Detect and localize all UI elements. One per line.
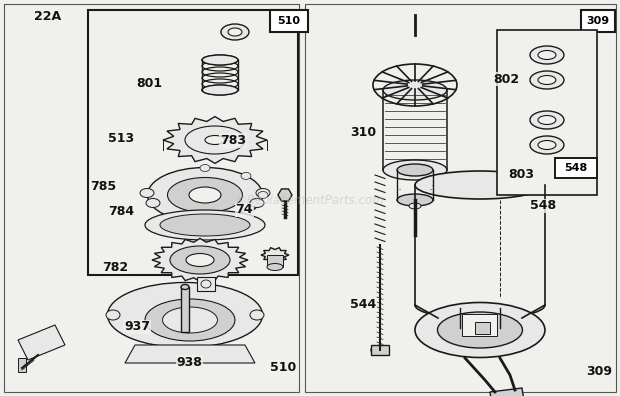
Ellipse shape xyxy=(256,188,270,198)
Ellipse shape xyxy=(205,135,225,145)
Ellipse shape xyxy=(438,312,523,348)
Ellipse shape xyxy=(371,345,389,354)
Ellipse shape xyxy=(145,299,235,341)
Ellipse shape xyxy=(397,164,433,176)
Ellipse shape xyxy=(145,210,265,240)
Text: 544: 544 xyxy=(350,299,376,311)
Ellipse shape xyxy=(170,246,230,274)
Ellipse shape xyxy=(160,214,250,236)
Text: 309: 309 xyxy=(587,16,609,26)
Ellipse shape xyxy=(189,187,221,203)
Text: 938: 938 xyxy=(177,356,203,369)
FancyBboxPatch shape xyxy=(197,277,215,291)
Ellipse shape xyxy=(228,28,242,36)
Text: 510: 510 xyxy=(270,361,296,374)
Ellipse shape xyxy=(530,136,564,154)
Ellipse shape xyxy=(140,188,154,198)
FancyBboxPatch shape xyxy=(497,30,597,195)
Ellipse shape xyxy=(162,307,218,333)
Ellipse shape xyxy=(148,168,262,223)
FancyBboxPatch shape xyxy=(555,158,597,178)
Polygon shape xyxy=(163,116,267,164)
Ellipse shape xyxy=(202,55,238,65)
Ellipse shape xyxy=(538,116,556,124)
Ellipse shape xyxy=(200,219,210,225)
Text: 801: 801 xyxy=(136,77,162,89)
Text: 310: 310 xyxy=(350,126,376,139)
FancyBboxPatch shape xyxy=(581,10,615,32)
Ellipse shape xyxy=(250,310,264,320)
Ellipse shape xyxy=(383,80,447,100)
Polygon shape xyxy=(18,325,65,360)
Text: 548: 548 xyxy=(564,163,588,173)
FancyBboxPatch shape xyxy=(475,322,490,334)
Text: 309: 309 xyxy=(587,365,613,378)
FancyBboxPatch shape xyxy=(88,10,298,275)
Text: 22A: 22A xyxy=(34,10,61,23)
Ellipse shape xyxy=(538,141,556,150)
Text: 783: 783 xyxy=(220,134,246,147)
Ellipse shape xyxy=(167,177,242,213)
Text: 782: 782 xyxy=(102,261,128,274)
Ellipse shape xyxy=(106,310,120,320)
Ellipse shape xyxy=(530,46,564,64)
Ellipse shape xyxy=(415,171,545,199)
Ellipse shape xyxy=(241,172,251,179)
Ellipse shape xyxy=(202,85,238,95)
Polygon shape xyxy=(490,388,525,396)
Polygon shape xyxy=(278,189,292,201)
Ellipse shape xyxy=(530,111,564,129)
FancyBboxPatch shape xyxy=(371,345,389,355)
Text: 548: 548 xyxy=(530,200,556,212)
FancyBboxPatch shape xyxy=(270,10,308,32)
Text: 784: 784 xyxy=(108,206,135,218)
Text: 937: 937 xyxy=(124,320,150,333)
Ellipse shape xyxy=(397,194,433,206)
Ellipse shape xyxy=(250,198,264,208)
Ellipse shape xyxy=(201,280,211,288)
FancyBboxPatch shape xyxy=(462,314,497,336)
Ellipse shape xyxy=(530,71,564,89)
FancyBboxPatch shape xyxy=(181,287,189,332)
Ellipse shape xyxy=(409,203,421,209)
Text: 510: 510 xyxy=(278,16,301,26)
Ellipse shape xyxy=(407,81,423,89)
Ellipse shape xyxy=(107,282,262,348)
Text: 513: 513 xyxy=(108,132,135,145)
Ellipse shape xyxy=(200,164,210,171)
Polygon shape xyxy=(261,248,289,262)
Text: 802: 802 xyxy=(493,73,519,86)
Text: ©ReplacementParts.com: ©ReplacementParts.com xyxy=(236,194,384,206)
Ellipse shape xyxy=(383,160,447,180)
FancyBboxPatch shape xyxy=(4,4,299,392)
Ellipse shape xyxy=(258,192,268,198)
Ellipse shape xyxy=(146,198,160,208)
Ellipse shape xyxy=(186,253,214,267)
FancyBboxPatch shape xyxy=(18,358,26,372)
Text: 803: 803 xyxy=(508,168,534,181)
Ellipse shape xyxy=(181,284,189,289)
Ellipse shape xyxy=(185,126,245,154)
Polygon shape xyxy=(152,238,248,282)
Ellipse shape xyxy=(221,24,249,40)
Ellipse shape xyxy=(415,303,545,358)
FancyBboxPatch shape xyxy=(267,255,283,267)
Text: 785: 785 xyxy=(90,180,116,192)
FancyBboxPatch shape xyxy=(305,4,616,392)
Polygon shape xyxy=(125,345,255,363)
Ellipse shape xyxy=(241,211,251,217)
Text: 74: 74 xyxy=(236,204,253,216)
Ellipse shape xyxy=(538,51,556,59)
Ellipse shape xyxy=(538,76,556,84)
Ellipse shape xyxy=(267,263,283,270)
